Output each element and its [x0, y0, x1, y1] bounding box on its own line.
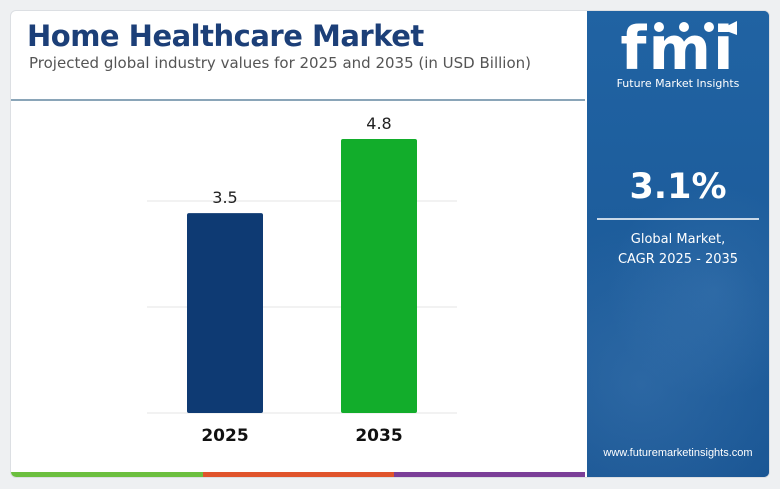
summary-panel: fmi Future Market Insights 3.1% Global M…	[587, 11, 769, 477]
data-label-2035: 4.8	[366, 114, 391, 133]
logo-arrow-icon	[721, 21, 737, 35]
logo-globe-icon	[679, 22, 689, 32]
logo-person-icon	[654, 22, 664, 32]
fmi-logo: fmi	[620, 15, 737, 84]
bar-2025	[187, 213, 263, 413]
x-tick-2025: 2025	[201, 426, 248, 446]
cagr-label-line2: CAGR 2025 - 2035	[617, 252, 739, 267]
title-divider	[11, 99, 585, 101]
chart-subtitle: Projected global industry values for 202…	[29, 54, 531, 72]
x-tick-2035: 2035	[355, 426, 402, 446]
logo-caption: Future Market Insights	[616, 77, 740, 90]
bar-chart: 3.5 2025 4.8 2035	[147, 114, 457, 446]
color-strip-green	[11, 472, 203, 477]
chart-title: Home Healthcare Market	[27, 19, 424, 53]
data-label-2025: 3.5	[212, 188, 237, 207]
logo-text: fmi	[620, 15, 735, 84]
logo-chart-icon	[704, 22, 714, 32]
cagr-value: 3.1%	[629, 167, 727, 207]
website-link[interactable]: www.futuremarketinsights.com	[603, 447, 753, 459]
cagr-label: Global Market, CAGR 2025 - 2035	[587, 230, 769, 270]
cagr-label-line1: Global Market,	[630, 232, 726, 247]
bar-2035	[341, 138, 417, 414]
color-strip-purple	[394, 472, 585, 477]
cagr-divider	[597, 218, 759, 220]
chart-card: Home Healthcare Market Projected global …	[10, 10, 770, 478]
chart-panel: Home Healthcare Market Projected global …	[11, 11, 585, 477]
color-strip-orange	[203, 472, 394, 477]
